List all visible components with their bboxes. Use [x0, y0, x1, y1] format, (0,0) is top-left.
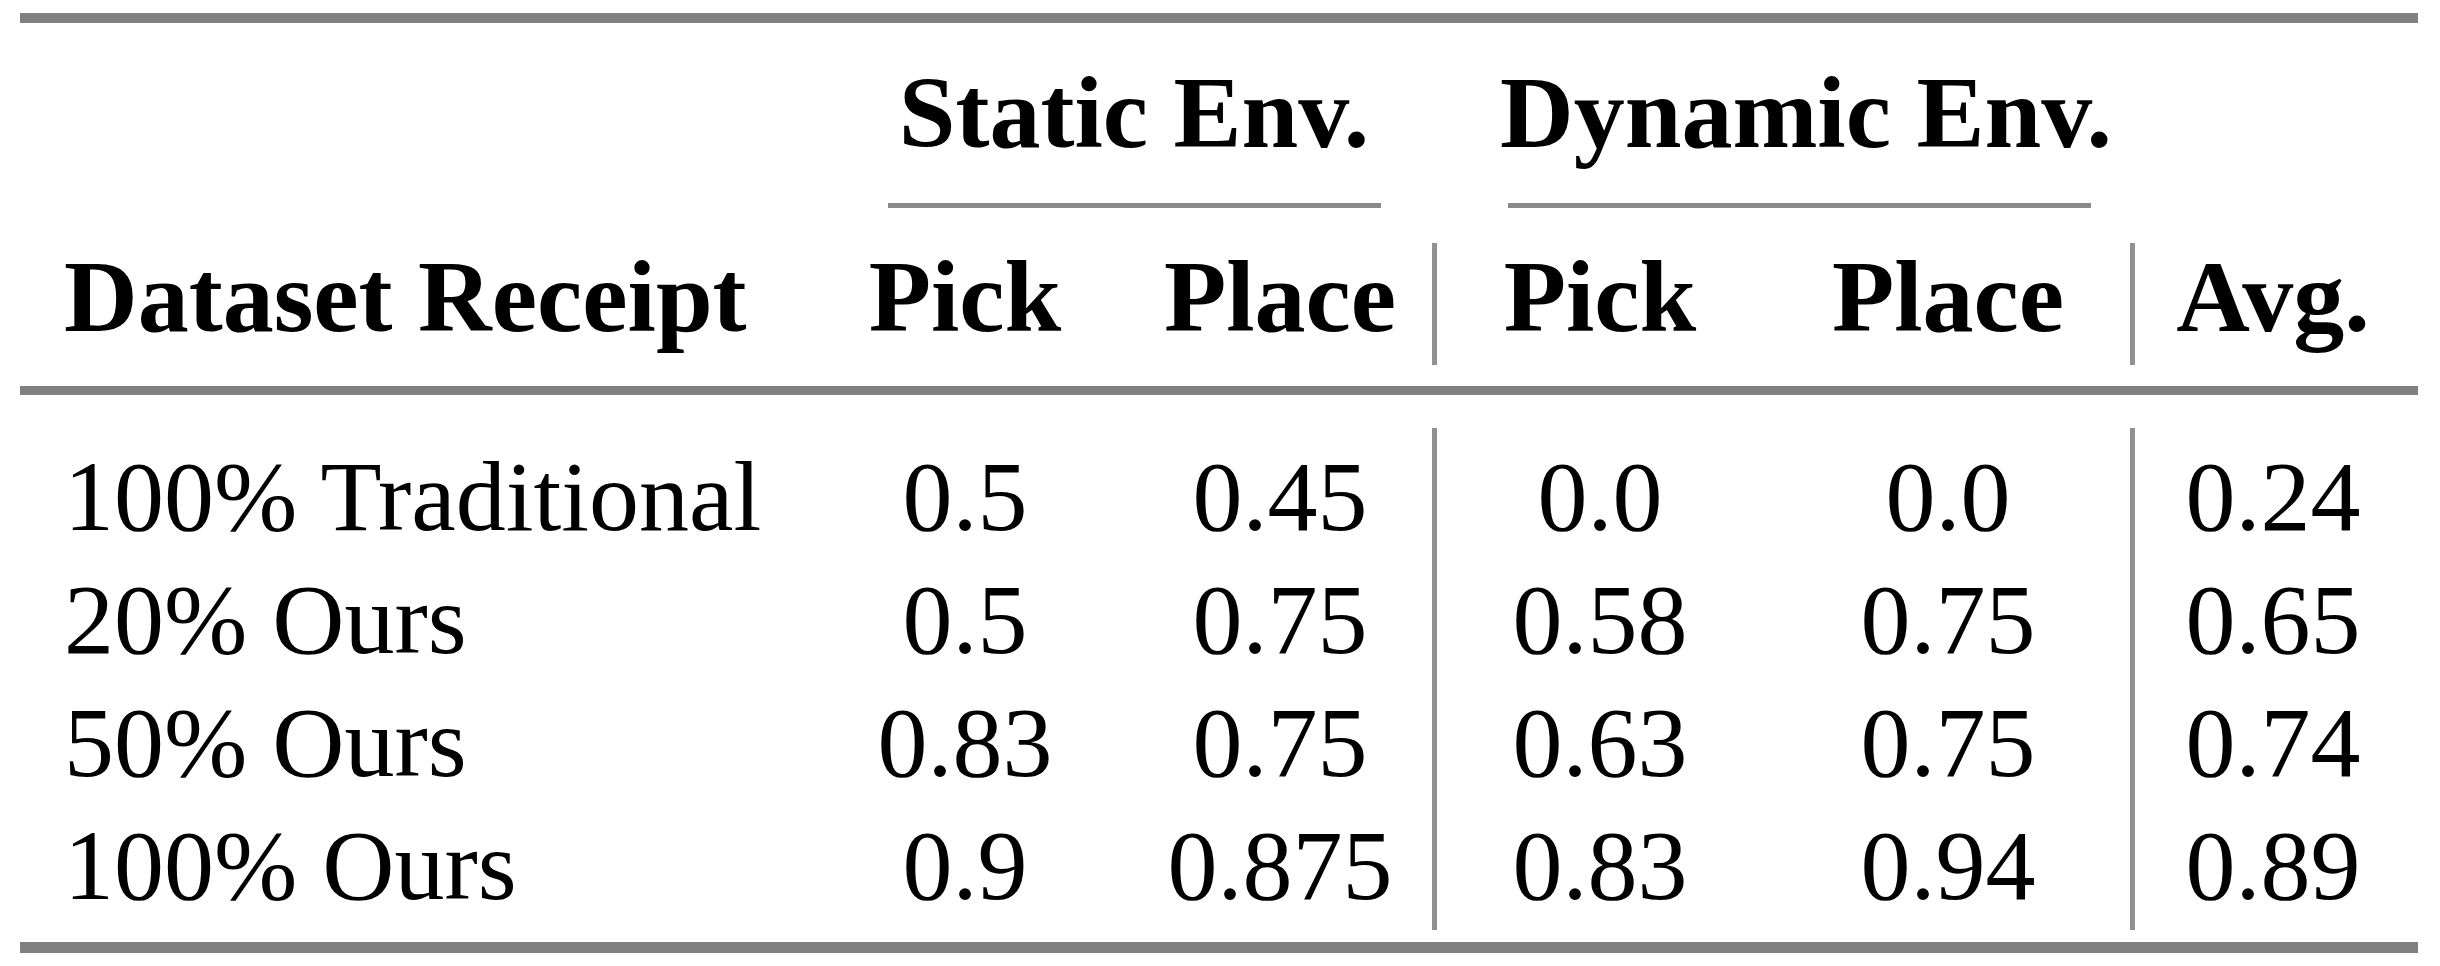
cell-dynamic-place: 0.75: [1788, 693, 2108, 793]
cell-avg: 0.65: [2145, 570, 2401, 670]
cell-dynamic-place: 0.75: [1788, 570, 2108, 670]
cell-static-place: 0.75: [1120, 570, 1440, 670]
cell-dynamic-pick: 0.63: [1440, 693, 1760, 793]
group-header-dynamic-env: Dynamic Env.: [1500, 62, 2100, 164]
cell-dynamic-place: 0.94: [1788, 816, 2108, 916]
cell-static-pick: 0.5: [805, 570, 1125, 670]
col-header-static-place: Place: [1120, 246, 1440, 348]
dynamic-env-underline-rule: [1508, 203, 2091, 208]
table-header-rule: [20, 386, 2418, 395]
cell-avg: 0.89: [2145, 816, 2401, 916]
col-header-dataset-receipt: Dataset Receipt: [64, 246, 824, 348]
cell-dynamic-pick: 0.83: [1440, 816, 1760, 916]
cell-static-pick: 0.5: [805, 447, 1125, 547]
cell-static-pick: 0.83: [805, 693, 1125, 793]
cell-static-place: 0.875: [1120, 816, 1440, 916]
cell-dynamic-pick: 0.0: [1440, 447, 1760, 547]
group-header-static-env: Static Env.: [834, 62, 1434, 164]
cell-avg: 0.74: [2145, 693, 2401, 793]
cell-static-place: 0.75: [1120, 693, 1440, 793]
cell-dynamic-pick: 0.58: [1440, 570, 1760, 670]
table-top-rule: [20, 13, 2418, 23]
col-header-dynamic-place: Place: [1788, 246, 2108, 348]
col-header-dynamic-pick: Pick: [1440, 246, 1760, 348]
static-env-underline-rule: [888, 203, 1381, 208]
row-label: 100% Ours: [64, 816, 824, 916]
cell-static-place: 0.45: [1120, 447, 1440, 547]
cell-static-pick: 0.9: [805, 816, 1125, 916]
row-label: 50% Ours: [64, 693, 824, 793]
col-header-static-pick: Pick: [805, 246, 1125, 348]
vertical-rule-avg-header: [2130, 243, 2135, 365]
vertical-rule-avg-body: [2130, 428, 2135, 930]
results-table-figure: Static Env. Dynamic Env. Dataset Receipt…: [0, 0, 2440, 966]
row-label: 100% Traditional: [64, 447, 824, 547]
row-label: 20% Ours: [64, 570, 824, 670]
col-header-avg: Avg.: [2145, 246, 2401, 348]
table-bottom-rule: [20, 942, 2418, 953]
cell-dynamic-place: 0.0: [1788, 447, 2108, 547]
cell-avg: 0.24: [2145, 447, 2401, 547]
